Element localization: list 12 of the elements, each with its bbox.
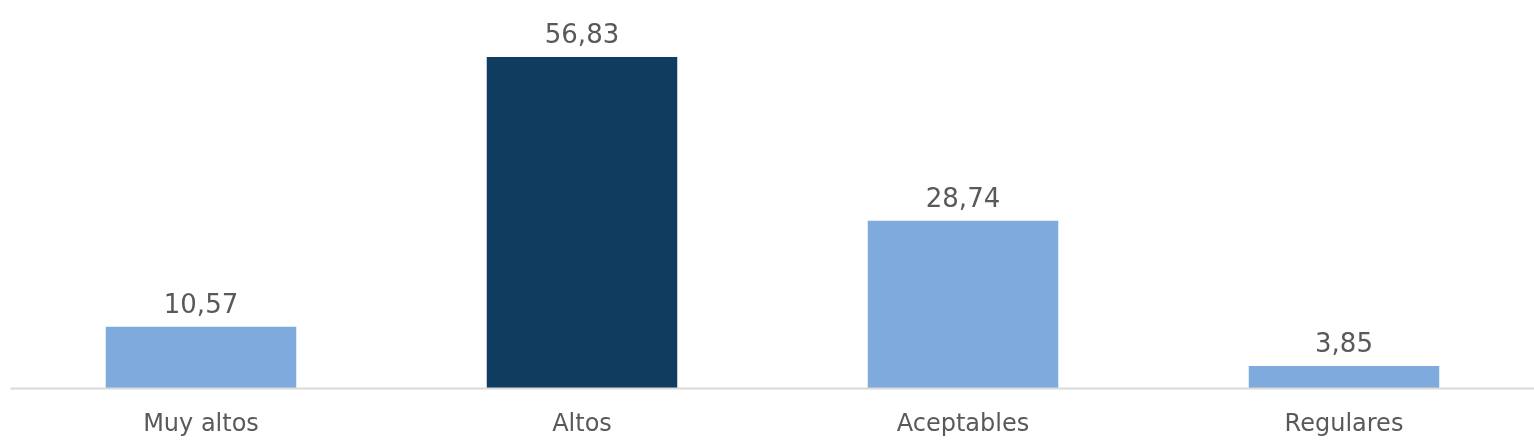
bar [486,56,678,389]
x-tick-label: Aceptables [896,408,1030,437]
data-label: 10,57 [163,288,239,319]
bar [1248,366,1440,389]
x-tick-label: Altos [552,408,612,437]
data-label: 3,85 [1315,328,1373,359]
x-tick-label: Muy altos [143,408,259,437]
data-label: 28,74 [925,182,1001,213]
bar [867,220,1059,389]
data-label: 56,83 [544,18,620,49]
bar [105,326,297,389]
x-tick-label: Regulares [1284,408,1404,437]
